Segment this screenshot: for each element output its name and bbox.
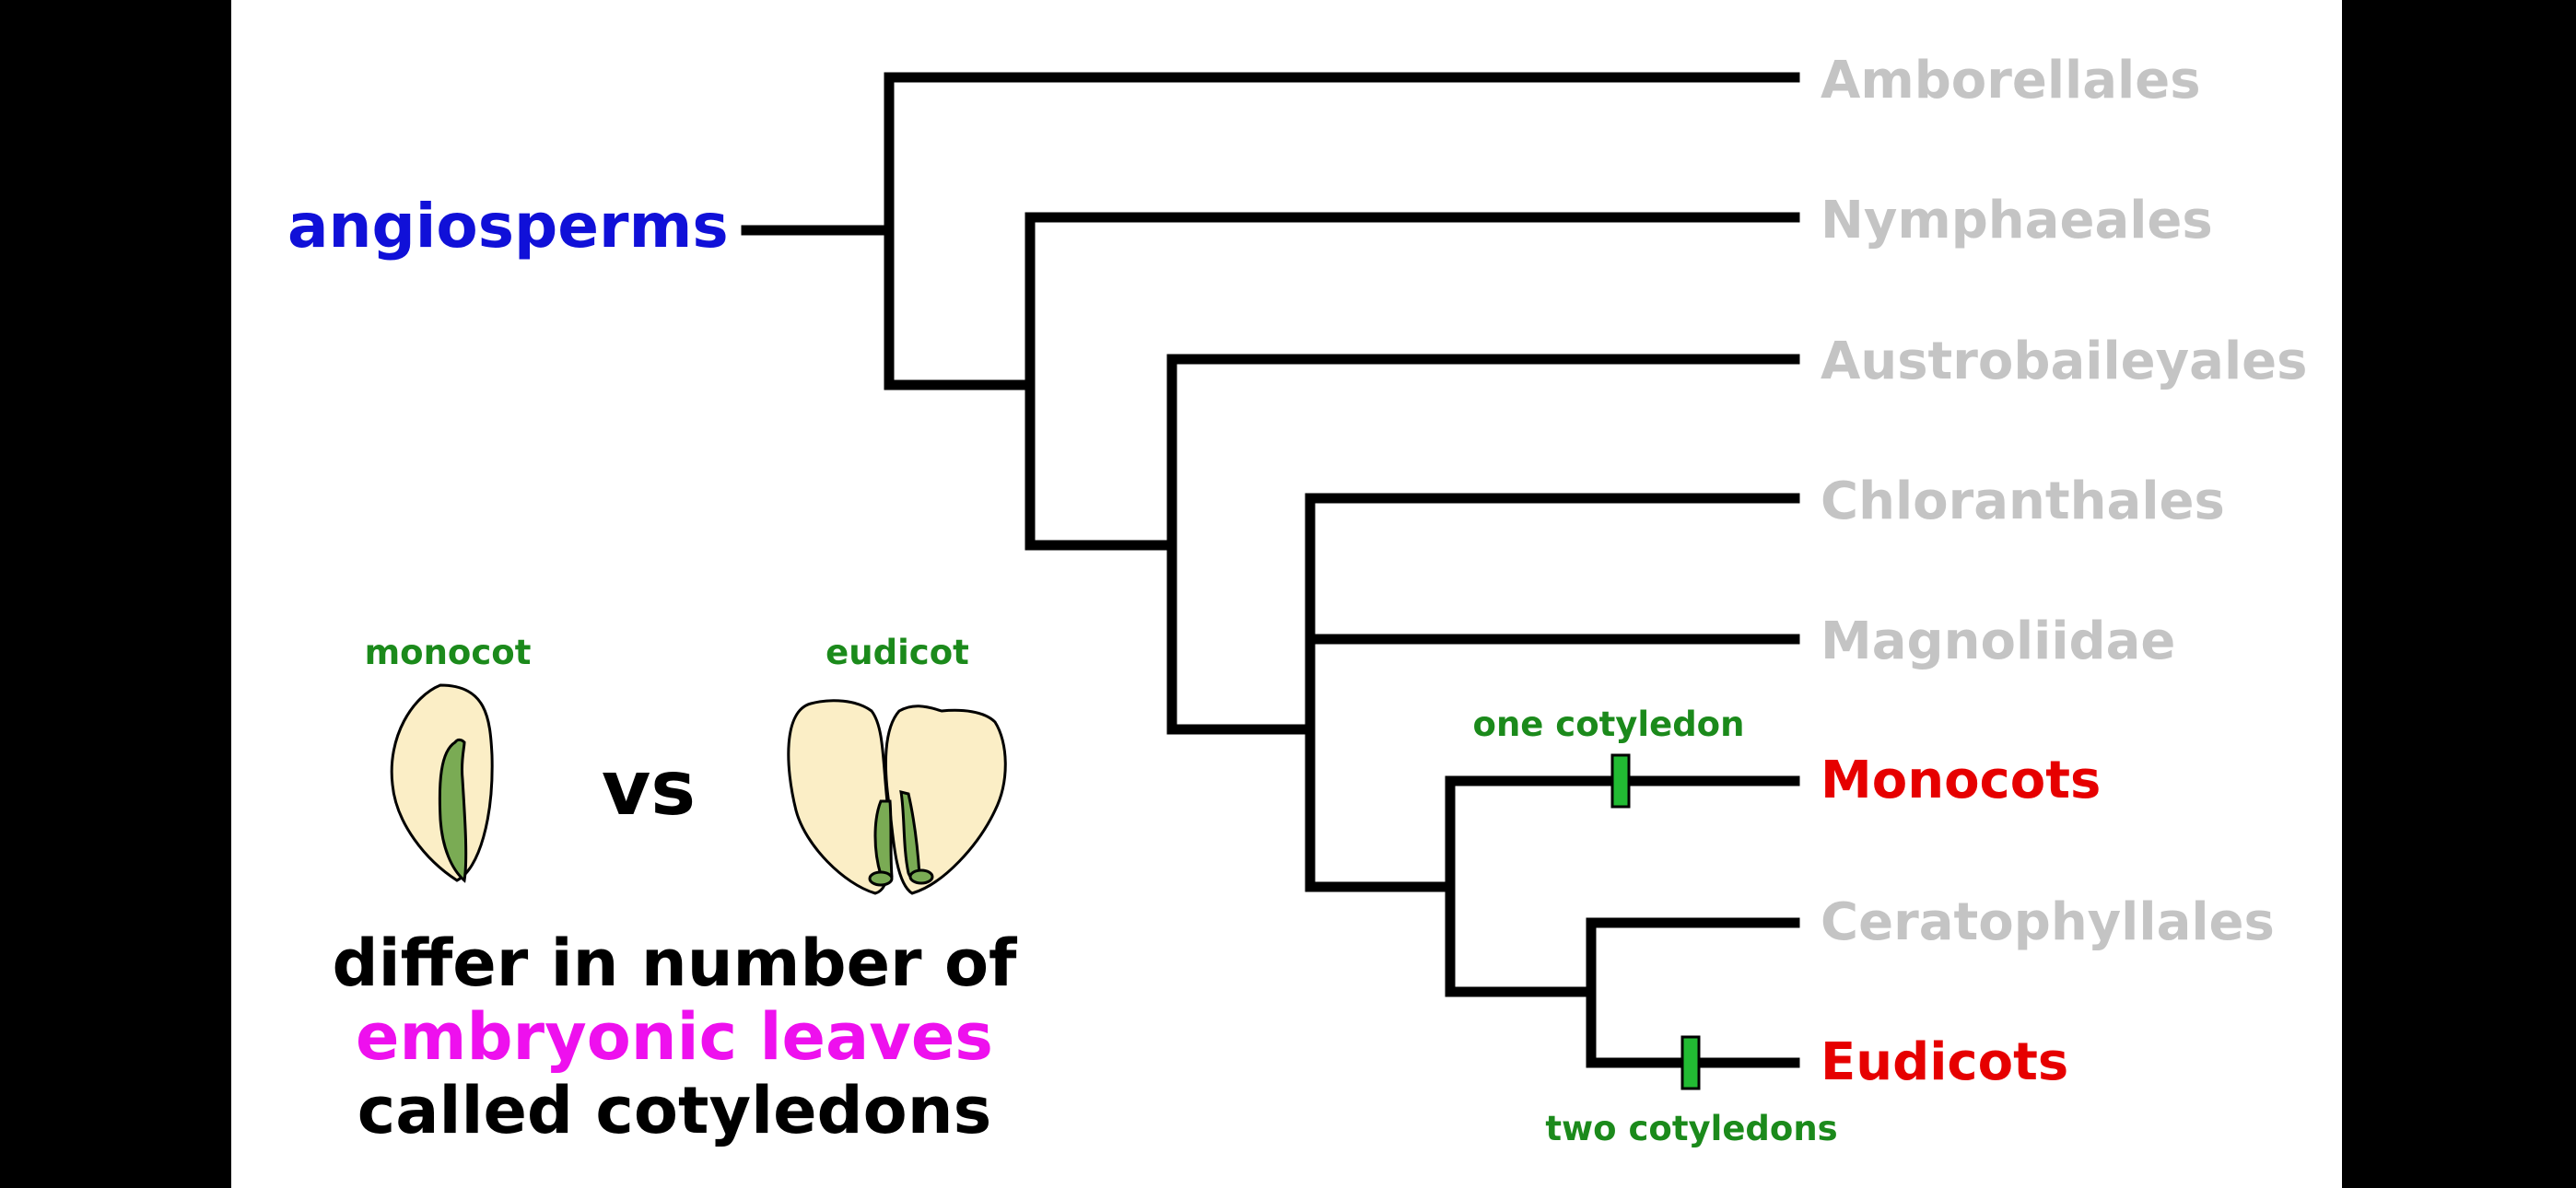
taxon-label: Magnoliidae — [1821, 611, 2175, 671]
caption-line-2: embryonic leaves — [356, 999, 993, 1075]
monocot-embryo — [438, 738, 468, 883]
eudicot-embryo-left — [873, 799, 894, 882]
caption-line-1: differ in number of — [333, 926, 1019, 1001]
taxon-label: Austrobaileyales — [1821, 332, 2307, 391]
trait-marker-one-cotyledon — [1610, 753, 1631, 809]
phylogenetic-tree — [741, 72, 1800, 1068]
monocot-label: monocot — [365, 633, 532, 672]
caption-line-3: called cotyledons — [357, 1073, 992, 1148]
taxon-label-highlighted: Eudicots — [1821, 1032, 2068, 1092]
eudicot-seed-half-left — [787, 699, 893, 895]
trait-marker-two-cotyledons — [1680, 1035, 1701, 1090]
taxon-labels: Amborellales Nymphaeales Austrobaileyale… — [1821, 51, 2307, 1092]
root-label: angiosperms — [287, 191, 729, 262]
taxon-label: Amborellales — [1821, 51, 2201, 111]
trait-label-one-cotyledon: one cotyledon — [1473, 705, 1745, 744]
vs-label: vs — [602, 745, 696, 833]
monocot-seed-illustration — [390, 683, 494, 883]
trait-label-two-cotyledons: two cotyledons — [1545, 1109, 1837, 1148]
taxon-label: Chloranthales — [1821, 472, 2225, 531]
eudicot-label: eudicot — [825, 633, 969, 672]
taxon-label: Ceratophyllales — [1821, 892, 2275, 952]
slide-background — [231, 0, 2342, 1188]
eudicot-seed-illustration — [787, 699, 1007, 895]
eudicot-radicle-left — [868, 870, 894, 887]
eudicot-radicle-right — [908, 868, 934, 885]
taxon-label: Nymphaeales — [1821, 191, 2213, 250]
taxon-label-highlighted: Monocots — [1821, 751, 2101, 810]
